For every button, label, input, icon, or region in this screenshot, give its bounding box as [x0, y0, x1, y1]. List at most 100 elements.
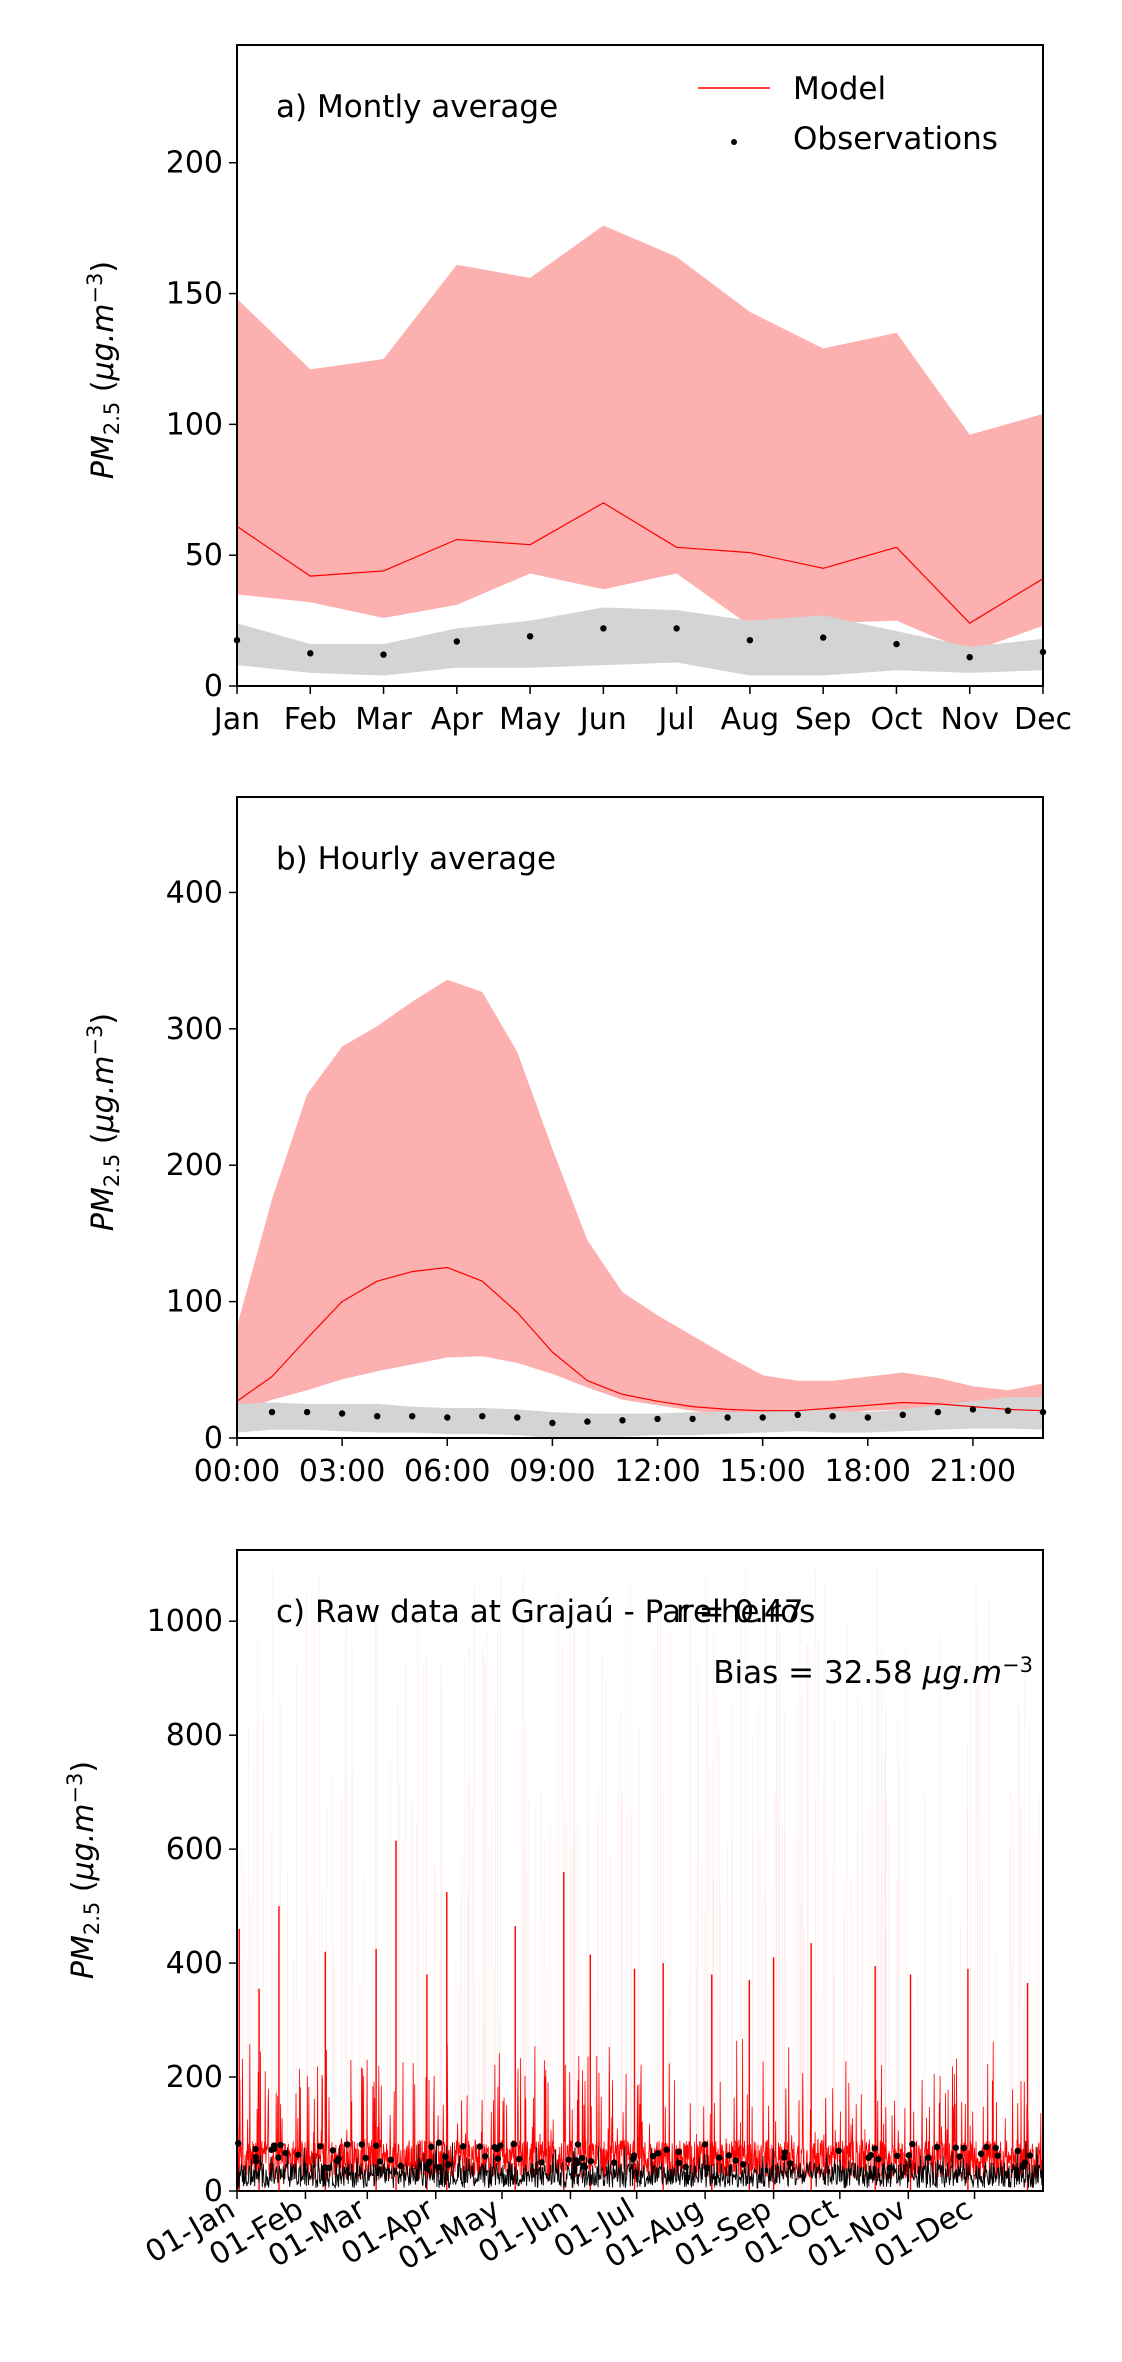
- y-tick-label: 1000: [147, 1604, 223, 1639]
- raw-panel-title: c) Raw data at Grajaú - Parelheiros: [276, 1594, 815, 1630]
- observation-point: [703, 2164, 711, 2171]
- observation-point: [252, 2145, 259, 2153]
- monthly-axes-frame: [236, 44, 1044, 687]
- observation-point: [701, 2141, 709, 2148]
- y-tick-label: 0: [204, 669, 223, 704]
- y-tick-label: 300: [166, 1012, 223, 1047]
- observation-point: [1004, 1407, 1012, 1414]
- observation-point: [960, 2144, 967, 2152]
- legend-model-label: Model: [793, 71, 886, 107]
- x-tick-label: Oct: [871, 702, 923, 737]
- model-range-band: [237, 225, 1043, 652]
- observation-point: [820, 634, 827, 641]
- observation-point: [234, 2140, 242, 2147]
- observation-point: [476, 2143, 484, 2150]
- correlation-annotation: r = 0.47: [676, 1594, 803, 1630]
- x-tick-label: Jan: [212, 702, 260, 737]
- observation-point: [344, 2141, 351, 2148]
- raw-axes-frame: [236, 1549, 1044, 2192]
- hourly-axes: 0 100 200 300 400 00:00 03:00 06:00 09:00 12:00 15…: [166, 875, 1016, 1489]
- observation-point: [983, 2143, 990, 2151]
- x-tick-label: Sep: [795, 702, 852, 737]
- observation-point: [435, 2164, 442, 2171]
- observation-point: [925, 2154, 932, 2162]
- observation-point: [387, 2156, 395, 2163]
- y-tick-label: 400: [166, 875, 223, 910]
- observation-point: [268, 1408, 276, 1416]
- observation-point: [952, 2144, 960, 2151]
- observation-point: [969, 1406, 977, 1413]
- y-tick-label: 0: [204, 2174, 223, 2209]
- observation-point: [864, 1414, 871, 1421]
- observation-point: [526, 633, 534, 640]
- observation-point: [252, 2153, 259, 2161]
- observation-point: [724, 1414, 731, 1421]
- observation-point: [510, 2140, 518, 2148]
- observation-point: [358, 2141, 365, 2148]
- raw-axes: 0200400600800100001-Jan01-Feb01-Mar01-Ap…: [140, 1604, 979, 2277]
- observation-point: [933, 2143, 941, 2151]
- monthly-axes: 0 50 100 150 200 Jan Feb Mar Apr May Jun Jul Aug Sep O…: [166, 146, 1072, 737]
- observation-point: [630, 2152, 638, 2159]
- observation-point: [992, 2144, 999, 2152]
- observation-point: [716, 2154, 723, 2161]
- observation-point: [886, 2164, 893, 2172]
- x-tick-label: Jun: [578, 702, 627, 737]
- observation-point: [574, 2141, 582, 2148]
- y-tick-label: 600: [166, 1832, 223, 1867]
- observation-point: [611, 2159, 618, 2166]
- observation-point: [781, 2154, 788, 2161]
- observation-point: [479, 1413, 486, 1420]
- x-tick-label: 12:00: [614, 1454, 700, 1489]
- model-line: [236, 502, 1044, 624]
- observation-point: [675, 2148, 682, 2156]
- observation-point: [654, 1415, 661, 1423]
- monthly-plot-area: [233, 225, 1047, 676]
- observation-range-band: [237, 607, 1043, 676]
- x-tick-label: Apr: [431, 702, 484, 737]
- observation-point: [759, 1414, 766, 1421]
- x-tick-label: 00:00: [194, 1454, 280, 1489]
- observation-point: [905, 2152, 913, 2159]
- monthly-y-axis-label: PM2.5 (μg.m−3): [83, 261, 124, 479]
- observation-point: [538, 2159, 545, 2166]
- y-tick-label: 150: [166, 277, 223, 312]
- observation-point: [307, 650, 314, 657]
- observation-point: [445, 2161, 452, 2168]
- x-tick-label: Dec: [1014, 702, 1072, 737]
- y-tick-label: 100: [166, 407, 223, 442]
- y-tick-label: 0: [204, 1421, 223, 1456]
- observation-point: [786, 2160, 794, 2167]
- observation-point: [871, 2145, 879, 2152]
- observation-point: [956, 2153, 963, 2160]
- x-tick-label: Nov: [940, 702, 999, 737]
- observation-point: [835, 2147, 842, 2155]
- observation-series: [236, 2140, 1044, 2190]
- observation-point: [673, 625, 680, 632]
- observation-point: [282, 2149, 289, 2157]
- observation-point: [977, 2150, 985, 2157]
- hourly-axes-frame: [236, 796, 1044, 1439]
- observation-point: [376, 2158, 384, 2165]
- monthly-legend: Model Observations: [698, 71, 998, 157]
- observation-point: [829, 1413, 836, 1420]
- monthly-panel-title: a) Montly average: [276, 89, 558, 125]
- observation-point: [781, 2149, 789, 2156]
- observation-point: [600, 625, 607, 632]
- y-tick-label: 100: [166, 1285, 223, 1320]
- observation-point: [619, 1417, 626, 1424]
- observation-point: [374, 1413, 381, 1420]
- observation-point: [321, 2164, 328, 2171]
- observation-point: [494, 2155, 502, 2162]
- observation-point: [317, 2143, 324, 2150]
- observation-point: [481, 2153, 489, 2160]
- observation-range-band: [237, 1397, 1043, 1438]
- observation-point: [689, 1415, 696, 1423]
- observation-point: [675, 2159, 683, 2166]
- observation-point: [442, 2153, 449, 2160]
- observation-point: [994, 2152, 1001, 2159]
- observation-point: [894, 2152, 901, 2160]
- observation-point: [1021, 2159, 1029, 2166]
- observation-point: [746, 637, 754, 644]
